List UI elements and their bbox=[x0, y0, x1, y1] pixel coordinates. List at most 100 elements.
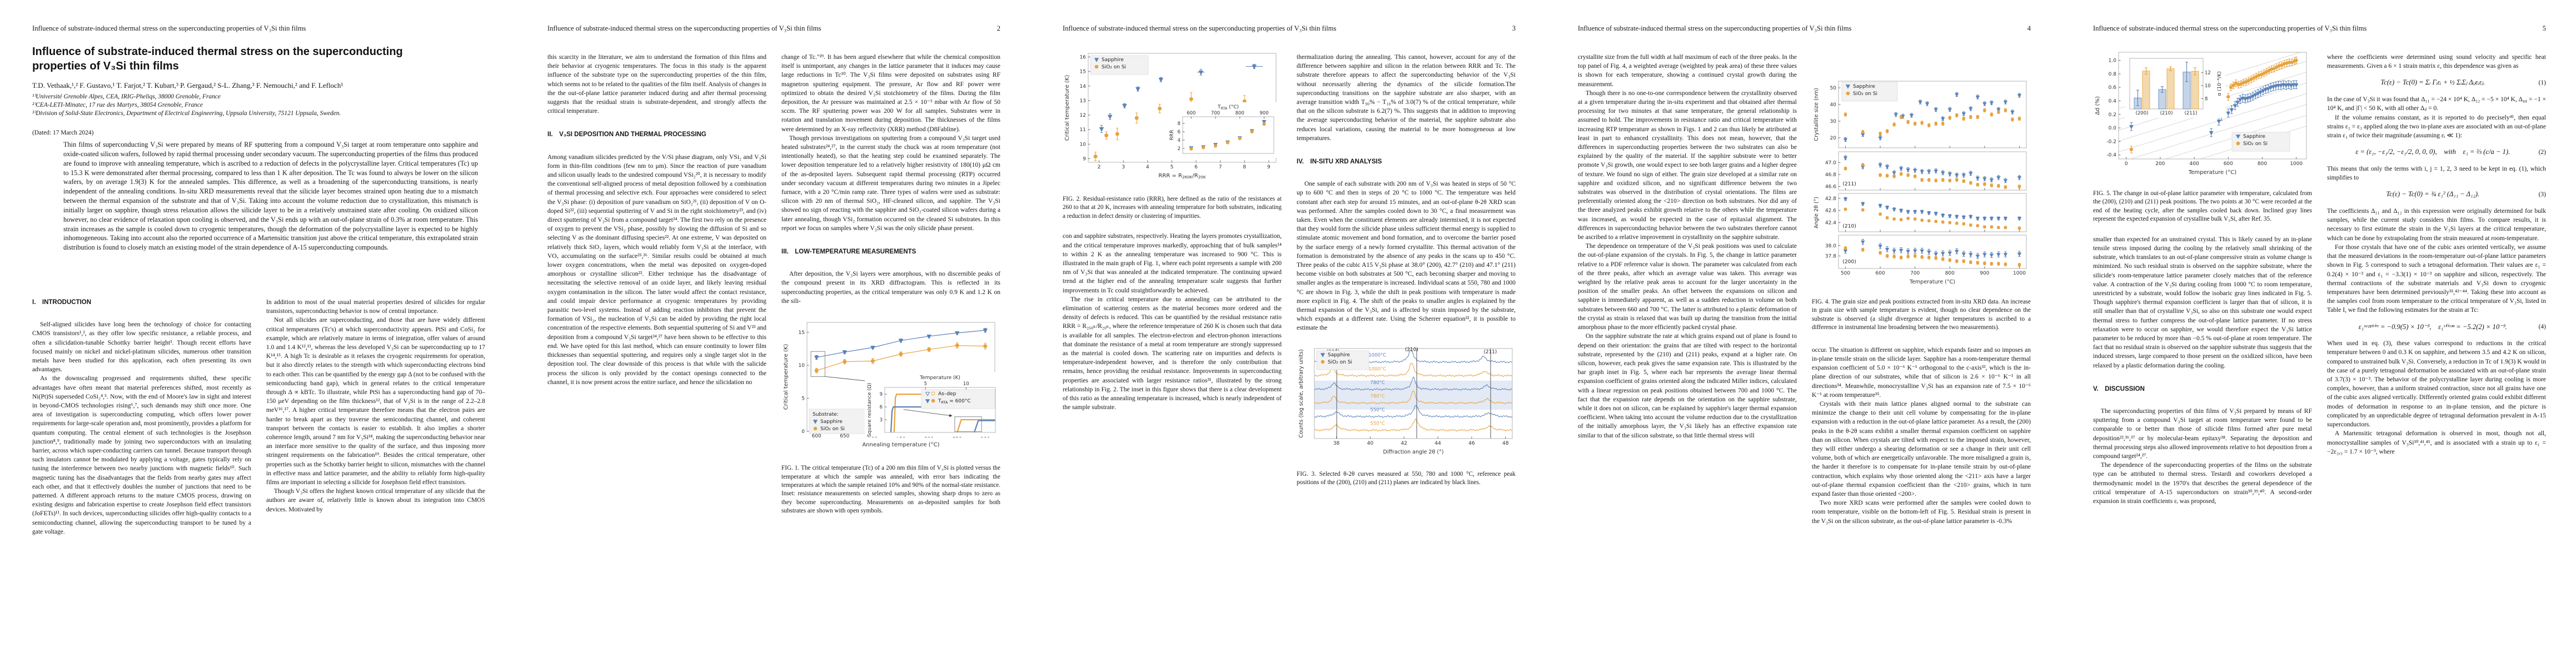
svg-text:Critical temperature (K): Critical temperature (K) bbox=[1064, 75, 1070, 141]
svg-text:(211): (211) bbox=[1843, 181, 1856, 187]
running-title: Influence of substrate-induced thermal s… bbox=[32, 24, 306, 32]
paragraph: where the coefficients were determined u… bbox=[2327, 54, 2546, 70]
paragraph: The rise in critical temperature due to … bbox=[1063, 296, 1282, 411]
paragraph: thermalization during the annealing. Thi… bbox=[1297, 54, 1516, 142]
svg-text:42: 42 bbox=[1401, 441, 1407, 446]
page-number: 2 bbox=[996, 24, 1000, 32]
svg-text:10: 10 bbox=[1080, 142, 1087, 147]
paragraph: Not all silicides are superconducting, a… bbox=[266, 317, 485, 486]
svg-text:Crystallite size (nm): Crystallite size (nm) bbox=[1813, 88, 1820, 141]
svg-text:38.0: 38.0 bbox=[1825, 243, 1836, 249]
svg-text:30: 30 bbox=[1830, 119, 1837, 125]
paragraph: change of Tc."²⁹. It has been argued els… bbox=[781, 54, 1000, 133]
svg-text:11: 11 bbox=[1080, 127, 1086, 133]
paragraph: In addition to most of the usual materia… bbox=[266, 299, 485, 315]
svg-text:SiO₂ on Si: SiO₂ on Si bbox=[1328, 360, 1352, 365]
page-number: 4 bbox=[2027, 24, 2031, 32]
paragraph: As the downscaling progressed and requir… bbox=[32, 375, 251, 535]
svg-text:8: 8 bbox=[1178, 121, 1180, 127]
svg-text:900: 900 bbox=[1980, 271, 1989, 276]
svg-text:Temperature (K): Temperature (K) bbox=[919, 375, 960, 381]
running-head: Influence of substrate-induced thermal s… bbox=[1063, 24, 1516, 33]
fig3-caption: FIG. 3. Selected θ-2θ curves measured at… bbox=[1297, 470, 1516, 486]
svg-text:-0.2: -0.2 bbox=[2106, 139, 2116, 145]
svg-text:46: 46 bbox=[1468, 441, 1475, 446]
fig2-inset-chart: 600 700 800 900 2 4 6 8 TRTA​ (°C) RRR bbox=[1167, 102, 1277, 158]
svg-text:Δd (%): Δd (%) bbox=[2095, 96, 2101, 115]
svg-text:0.4: 0.4 bbox=[2109, 98, 2117, 104]
svg-text:RRR = R260K​/R20K​: RRR = R260K​/R20K​ bbox=[1158, 173, 1205, 180]
running-head: Influence of substrate-induced thermal s… bbox=[32, 24, 485, 33]
equation-number: (3) bbox=[2538, 191, 2546, 198]
svg-text:12: 12 bbox=[1080, 113, 1086, 118]
svg-text:6: 6 bbox=[1194, 165, 1198, 170]
affiliations: ¹⁾Université Grenoble Alpes, CEA, IRIG-P… bbox=[32, 93, 466, 118]
section-heading-discussion: V. DISCUSSION bbox=[2093, 385, 2145, 392]
svg-text:600: 600 bbox=[2224, 161, 2233, 167]
svg-text:1000: 1000 bbox=[2290, 161, 2303, 167]
svg-text:As–dep: As–dep bbox=[938, 391, 956, 397]
svg-text:Sapphire: Sapphire bbox=[2243, 134, 2265, 140]
equation-1: Tc(ε) − Tc(0) = Σᵢ Γᵢεᵢ + ½ ΣᵢΣⱼ Δᵢⱼεᵢεⱼ… bbox=[2327, 78, 2546, 88]
paragraph: If the volume remains constant, as it is… bbox=[2327, 114, 2546, 139]
svg-text:40: 40 bbox=[1830, 102, 1837, 108]
svg-text:5: 5 bbox=[924, 381, 926, 387]
svg-text:900: 900 bbox=[1259, 111, 1268, 116]
page3-right-column: thermalization during the annealing. Thi… bbox=[1297, 53, 1516, 499]
svg-text:Sapphire: Sapphire bbox=[1102, 57, 1124, 63]
svg-text:400: 400 bbox=[2190, 161, 2199, 167]
svg-text:700: 700 bbox=[1910, 271, 1920, 276]
fig2-caption: FIG. 2. Residual-resistance ratio (RRR),… bbox=[1063, 196, 1282, 220]
svg-text:600: 600 bbox=[812, 434, 821, 439]
svg-text:(210): (210) bbox=[2160, 111, 2173, 116]
section-heading-low-temperature: III. LOW-TEMPERATURE MEASUREMENTS bbox=[781, 248, 916, 256]
svg-text:42.4: 42.4 bbox=[1825, 221, 1836, 226]
svg-text:RRR: RRR bbox=[1169, 130, 1175, 141]
figure-2: 2 3 4 5 6 7 8 9 9 10 11 12 13 14 15 16 RRR = R260K​/R20K… bbox=[1063, 49, 1282, 221]
svg-text:10: 10 bbox=[2205, 83, 2211, 89]
svg-text:780°C: 780°C bbox=[1370, 380, 1384, 386]
running-head: Influence of substrate-induced thermal s… bbox=[2093, 24, 2546, 33]
svg-text:1000°C: 1000°C bbox=[1368, 352, 1386, 358]
svg-text:Sapphire: Sapphire bbox=[820, 419, 843, 425]
fig5-inset-bar-chart: 8 10 12 α (10⁻⁶/K) (200) (210) (211) bbox=[2125, 56, 2225, 118]
svg-text:780°C: 780°C bbox=[1370, 394, 1384, 399]
svg-text:(210): (210) bbox=[1405, 347, 1418, 352]
svg-text:8: 8 bbox=[2205, 96, 2208, 102]
figure-3: 38 40 42 44 46 48 Diffraction angle 2θ (°) Coun… bbox=[1297, 345, 1516, 487]
running-title: Influence of substrate-induced thermal s… bbox=[1063, 24, 1337, 32]
paragraph: The dependence on temperature of the V₃S… bbox=[1578, 243, 1797, 331]
page-4: Influence of substrate-induced thermal s… bbox=[1546, 0, 2061, 667]
paper-title: Influence of substrate-induced thermal s… bbox=[32, 46, 403, 72]
svg-text:1000°C: 1000°C bbox=[1368, 366, 1386, 372]
svg-text:Angle 2θ (°): Angle 2θ (°) bbox=[1813, 197, 1820, 228]
svg-text:10: 10 bbox=[963, 381, 969, 387]
svg-text:15: 15 bbox=[799, 330, 805, 336]
svg-text:6: 6 bbox=[880, 405, 883, 410]
running-title: Influence of substrate-induced thermal s… bbox=[2093, 24, 2367, 32]
page-1: Influence of substrate-induced thermal s… bbox=[0, 0, 515, 667]
equation-4: ε₁ˢᵃᵖᵖʰⁱʳᵉ = −0.9(5) × 10⁻³, ε₁ˢⁱˡⁱᶜᵒⁿ =… bbox=[2327, 322, 2546, 332]
paragraph: After deposition, the V₃Si layers were a… bbox=[781, 271, 1000, 305]
fig3-chart: 38 40 42 44 46 48 Diffraction angle 2θ (°) Coun… bbox=[1297, 345, 1516, 463]
paragraph: A Martensitic tetragonal deformation is … bbox=[2327, 430, 2546, 455]
svg-text:0.8: 0.8 bbox=[2109, 72, 2117, 77]
paragraph: When used in eq. (3), these values corre… bbox=[2327, 340, 2546, 429]
svg-text:550°C: 550°C bbox=[1370, 421, 1384, 426]
equation-number: (4) bbox=[2538, 323, 2546, 331]
fig1-plot-area: 600650700750800850900051015Annealing tem… bbox=[781, 318, 1000, 457]
svg-text:TRTA​ (°C): TRTA​ (°C) bbox=[1217, 104, 1239, 111]
page-3: Influence of substrate-induced thermal s… bbox=[1030, 0, 1546, 667]
paragraph: smaller than expected for an unstrained … bbox=[2093, 236, 2312, 369]
svg-text:600: 600 bbox=[1876, 271, 1885, 276]
svg-text:0.0: 0.0 bbox=[2109, 126, 2117, 131]
svg-text:2: 2 bbox=[1178, 146, 1180, 152]
svg-text:16: 16 bbox=[1080, 55, 1087, 61]
running-head: Influence of substrate-induced thermal s… bbox=[1578, 24, 2031, 33]
svg-text:13: 13 bbox=[1080, 98, 1086, 104]
svg-text:600: 600 bbox=[1187, 111, 1195, 116]
figure-1: 600650700750800850900051015Annealing tem… bbox=[781, 318, 1000, 516]
svg-text:5: 5 bbox=[1170, 165, 1174, 170]
svg-text:0.6: 0.6 bbox=[2109, 85, 2117, 91]
paragraph: con and sapphire substrates, respectivel… bbox=[1063, 233, 1282, 294]
